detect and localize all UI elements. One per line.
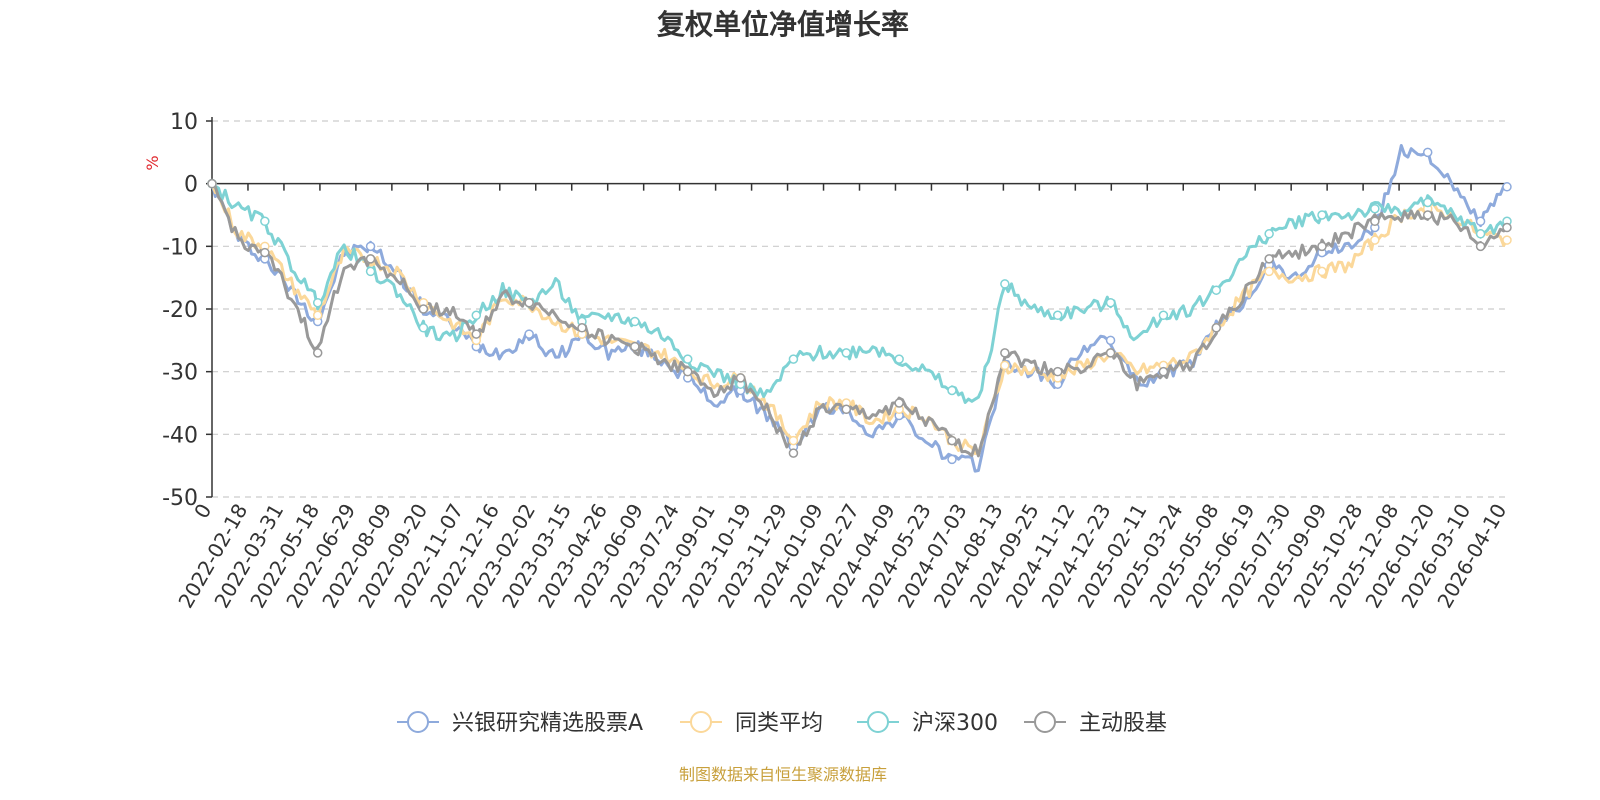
series-marker-3 bbox=[1264, 254, 1274, 264]
series-marker-0 bbox=[1475, 216, 1486, 227]
series-marker-2 bbox=[1211, 285, 1222, 295]
series-marker-3 bbox=[577, 323, 587, 333]
legend-marker bbox=[690, 711, 712, 733]
series-marker-3 bbox=[1370, 216, 1380, 227]
series-marker-2 bbox=[630, 316, 640, 327]
series-marker-3 bbox=[1000, 348, 1010, 358]
series-marker-3 bbox=[894, 398, 904, 408]
series-marker-2 bbox=[471, 310, 482, 321]
series-marker-2 bbox=[1370, 203, 1380, 214]
series-line-2 bbox=[211, 182, 1509, 404]
series-marker-2 bbox=[260, 216, 270, 227]
series-marker-2 bbox=[947, 385, 957, 396]
series-marker-1 bbox=[1000, 360, 1010, 371]
series-marker-1 bbox=[1370, 235, 1380, 245]
y-tick-label: -10 bbox=[162, 235, 198, 260]
legend-item-1[interactable]: 同类平均 bbox=[680, 711, 823, 736]
series-marker-3 bbox=[1502, 222, 1512, 233]
legend-label: 同类平均 bbox=[735, 711, 823, 736]
series-marker-3 bbox=[947, 435, 957, 446]
series-marker-1 bbox=[788, 435, 799, 446]
y-tick-label: -20 bbox=[162, 298, 198, 323]
series-marker-3 bbox=[1317, 241, 1327, 252]
series-marker-2 bbox=[1105, 297, 1116, 308]
series-marker-3 bbox=[841, 404, 852, 415]
series-marker-1 bbox=[1502, 235, 1512, 245]
series-marker-0 bbox=[1422, 147, 1433, 158]
series-marker-3 bbox=[1422, 210, 1433, 220]
series-marker-3 bbox=[682, 366, 693, 377]
legend-item-2[interactable]: 沪深300 bbox=[857, 711, 998, 736]
series-marker-3 bbox=[471, 329, 482, 339]
series-marker-1 bbox=[312, 310, 323, 321]
series-marker-2 bbox=[841, 348, 852, 358]
legend-marker bbox=[407, 711, 429, 733]
series-marker-2 bbox=[1317, 210, 1327, 220]
series-marker-3 bbox=[788, 448, 799, 458]
series-marker-1 bbox=[1264, 266, 1274, 277]
series-marker-2 bbox=[1158, 310, 1169, 321]
series-marker-2 bbox=[1264, 229, 1274, 239]
legend: 兴银研究精选股票A 同类平均 沪深300 主动股基 bbox=[397, 711, 1167, 736]
series-line-0 bbox=[210, 144, 1508, 473]
series-marker-3 bbox=[1105, 348, 1116, 358]
series-marker-3 bbox=[365, 254, 376, 264]
series-marker-3 bbox=[312, 348, 323, 358]
series-marker-2 bbox=[312, 297, 323, 308]
grid-lines bbox=[212, 120, 1507, 498]
series-marker-3 bbox=[735, 373, 746, 383]
series-line-3 bbox=[210, 182, 1509, 458]
legend-item-0[interactable]: 兴银研究精选股票A bbox=[397, 711, 643, 736]
series-marker-0 bbox=[524, 329, 534, 339]
y-tick-label: 10 bbox=[170, 110, 198, 135]
series-marker-3 bbox=[418, 304, 429, 314]
series-marker-0 bbox=[1502, 182, 1512, 192]
legend-label: 主动股基 bbox=[1079, 711, 1167, 736]
series-marker-3 bbox=[207, 178, 217, 189]
legend-label: 沪深300 bbox=[912, 711, 998, 736]
series-marker-3 bbox=[524, 297, 534, 308]
legend-item-3[interactable]: 主动股基 bbox=[1024, 711, 1167, 736]
x-tick-label: 0 bbox=[189, 500, 216, 523]
series-marker-1 bbox=[1317, 266, 1327, 277]
series-marker-2 bbox=[788, 354, 799, 364]
series-marker-3 bbox=[260, 247, 270, 258]
series-marker-2 bbox=[1000, 279, 1010, 289]
series-marker-2 bbox=[418, 323, 429, 333]
series-marker-3 bbox=[1158, 366, 1169, 377]
series-marker-3 bbox=[630, 341, 640, 352]
axes: 100-10-20-30-40-5002022-02-182022-03-312… bbox=[162, 110, 1511, 612]
series-marker-2 bbox=[1422, 197, 1433, 208]
series-marker-2 bbox=[894, 354, 904, 364]
series-marker-3 bbox=[1211, 323, 1222, 333]
y-tick-label: -30 bbox=[162, 361, 198, 386]
series-marker-0 bbox=[1105, 335, 1116, 346]
series-markers bbox=[207, 147, 1512, 465]
source-note: 制图数据来自恒生聚源数据库 bbox=[679, 765, 887, 784]
chart-title: 复权单位净值增长率 bbox=[657, 8, 909, 41]
y-tick-label: -50 bbox=[162, 486, 198, 511]
series-marker-2 bbox=[682, 354, 693, 364]
series-marker-2 bbox=[365, 266, 376, 277]
series-marker-3 bbox=[1475, 241, 1486, 252]
y-tick-label: -40 bbox=[162, 423, 198, 448]
legend-marker bbox=[1034, 711, 1056, 733]
y-axis-unit-label: % bbox=[143, 155, 162, 170]
legend-marker bbox=[867, 711, 889, 733]
series-marker-3 bbox=[1052, 366, 1063, 377]
series-marker-2 bbox=[1052, 310, 1063, 321]
series-marker-0 bbox=[365, 241, 376, 252]
legend-label: 兴银研究精选股票A bbox=[452, 711, 643, 736]
series-lines bbox=[210, 144, 1509, 473]
series-marker-2 bbox=[1475, 229, 1486, 239]
series-marker-0 bbox=[947, 454, 957, 465]
y-tick-label: 0 bbox=[184, 173, 198, 198]
